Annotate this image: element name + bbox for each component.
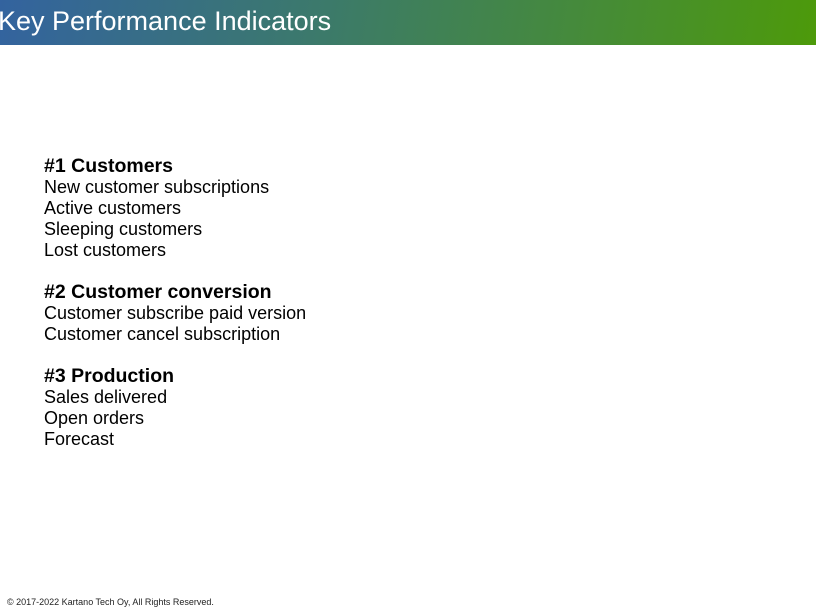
list-item: Lost customers [44, 240, 167, 260]
list-item: Open orders [44, 408, 145, 428]
section-heading: #3 Production [44, 365, 175, 387]
list-item: New customer subscriptions [44, 177, 270, 197]
section-heading: #1 Customers [44, 155, 173, 177]
list-item: Customer cancel subscription [44, 324, 281, 344]
list-item: Active customers [44, 198, 182, 218]
list-item: Customer subscribe paid version [44, 303, 307, 323]
list-item: Sales delivered [44, 387, 168, 407]
kpi-list: #1 Customers New customer subscriptions … [44, 156, 306, 471]
copyright-footer: © 2017-2022 Kartano Tech Oy, All Rights … [7, 597, 214, 607]
section-customer-conversion: #2 Customer conversion Customer subscrib… [44, 282, 306, 345]
section-heading: #2 Customer conversion [44, 281, 272, 303]
section-production: #3 Production Sales delivered Open order… [44, 366, 306, 450]
list-item: Forecast [44, 429, 115, 449]
title-banner: Key Performance Indicators [0, 0, 816, 45]
list-item: Sleeping customers [44, 219, 203, 239]
slide-title: Key Performance Indicators [0, 6, 332, 36]
section-customers: #1 Customers New customer subscriptions … [44, 156, 306, 261]
